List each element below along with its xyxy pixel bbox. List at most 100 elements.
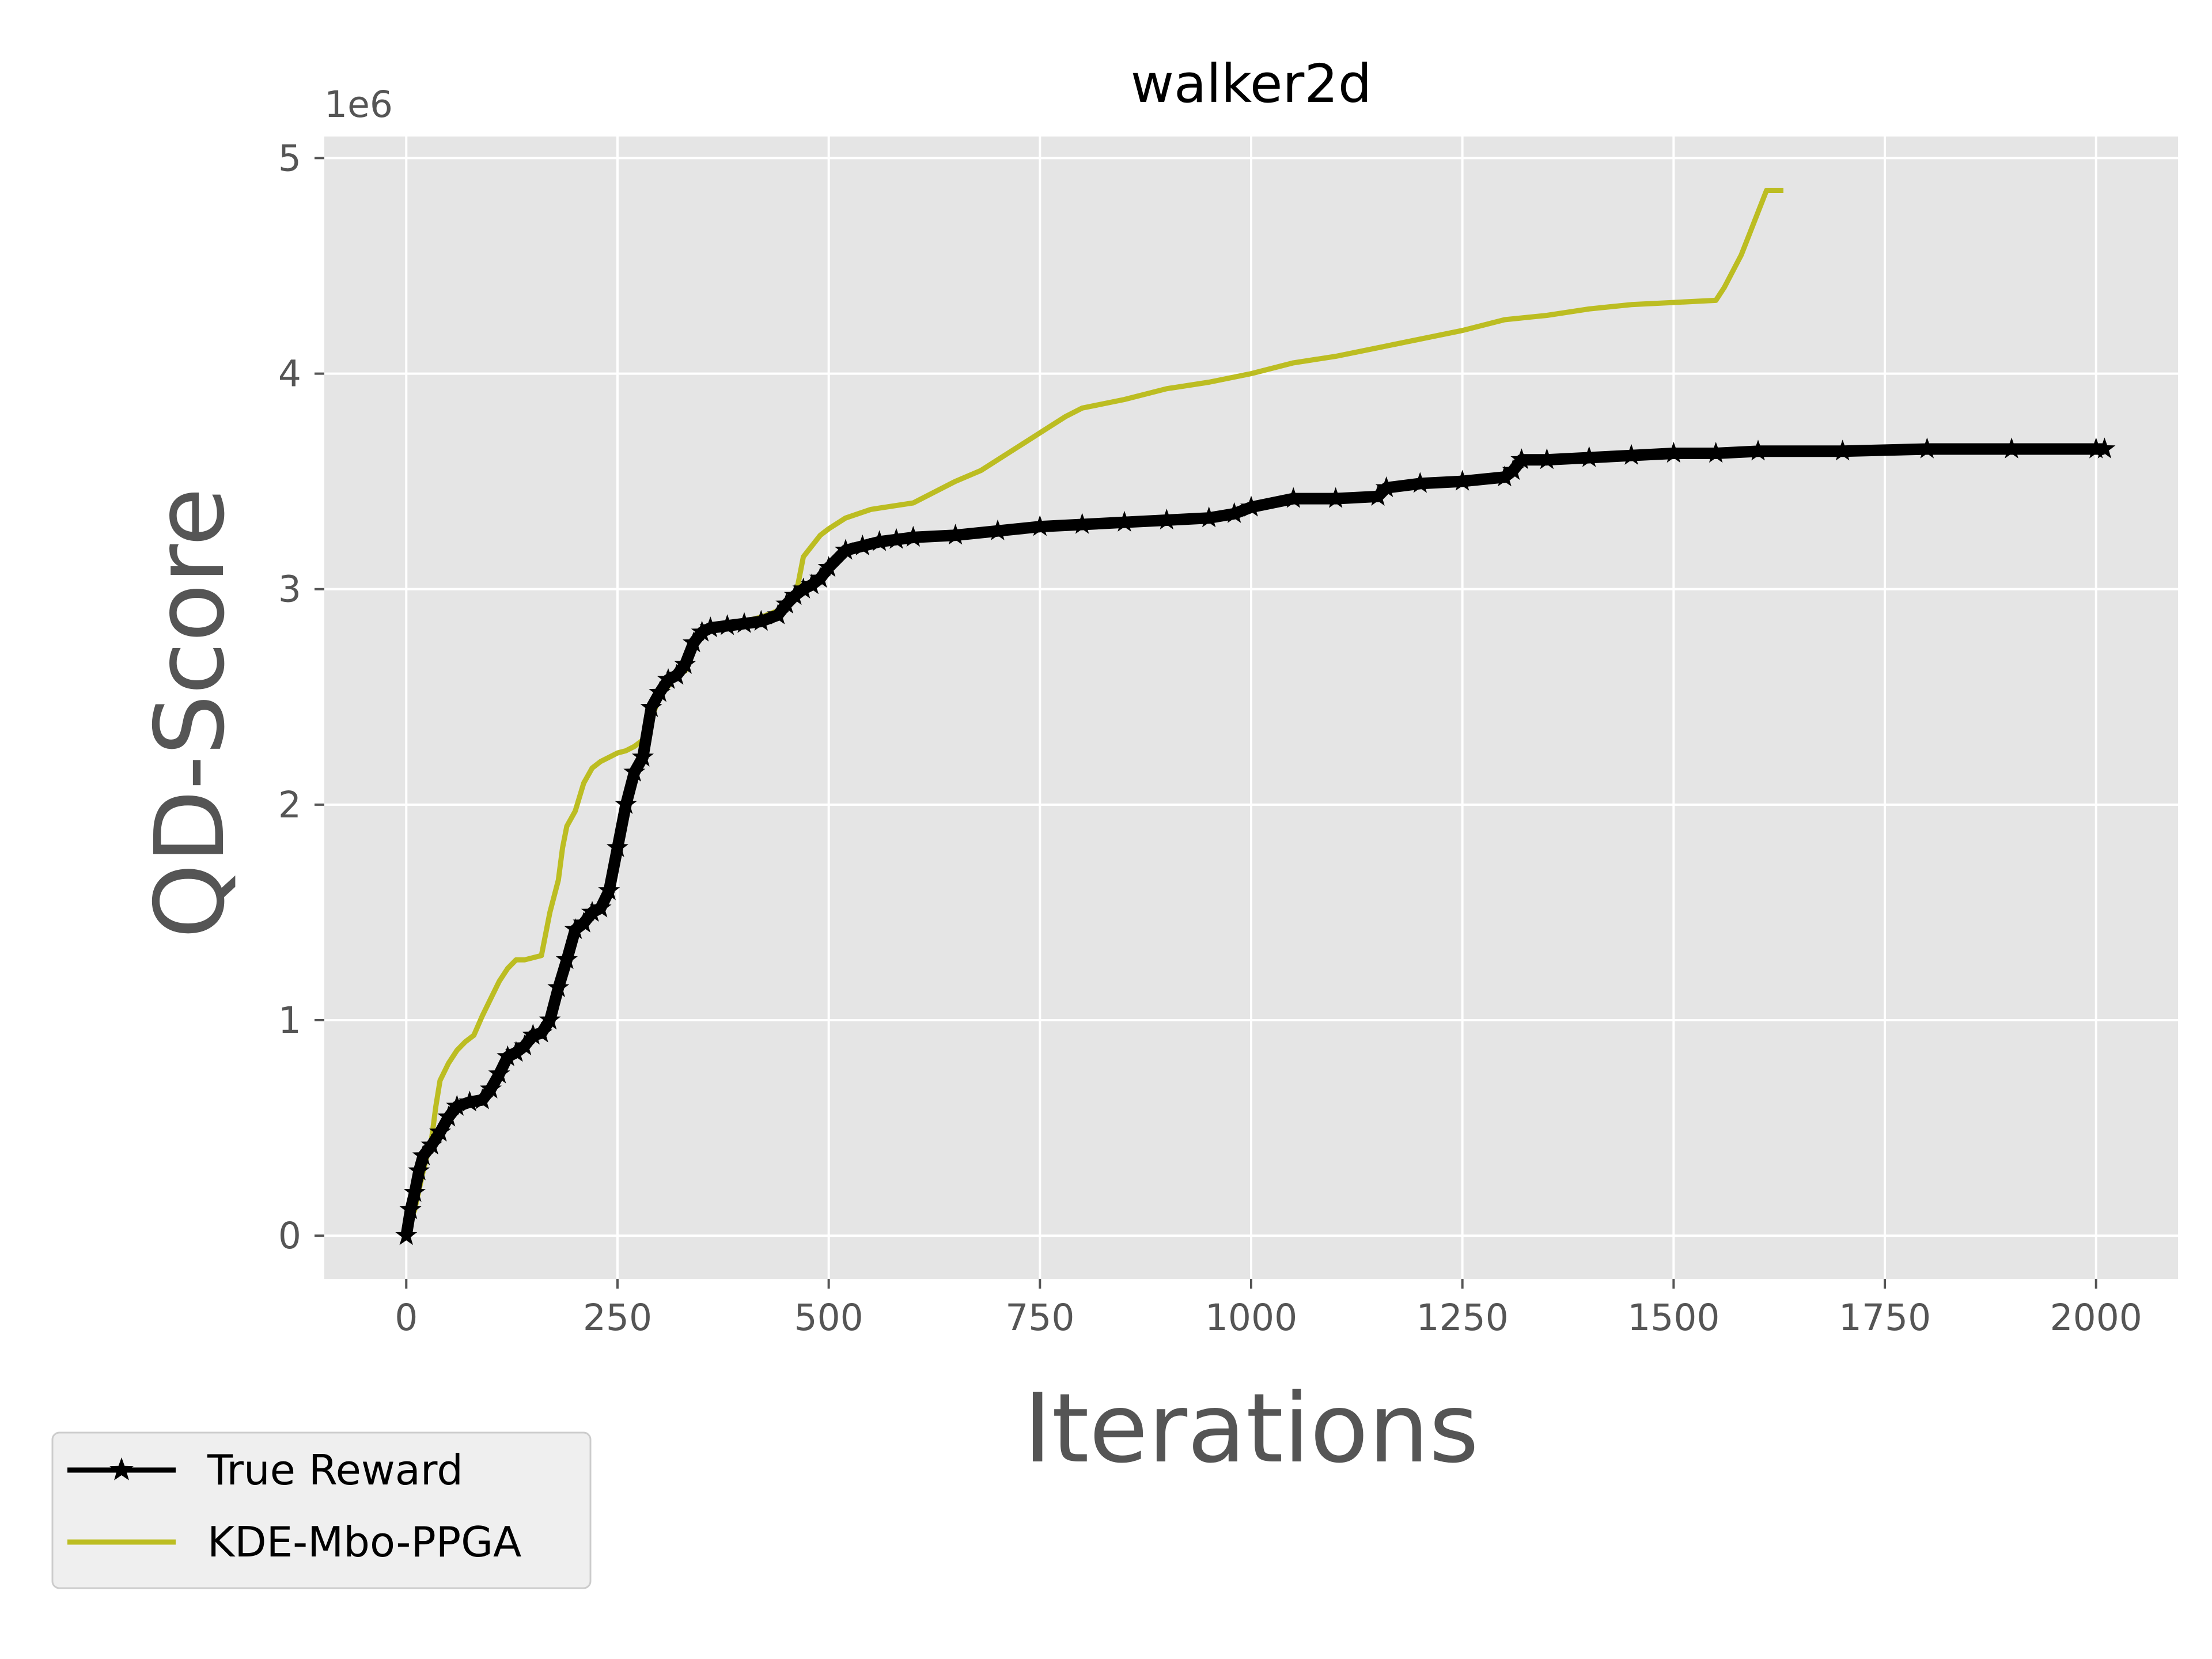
data-point bbox=[446, 1094, 468, 1116]
x-tick-label: 0 bbox=[395, 1297, 418, 1339]
data-point bbox=[615, 793, 637, 814]
x-tick-label: 1000 bbox=[1205, 1297, 1297, 1339]
x-tick-label: 2000 bbox=[2050, 1297, 2142, 1339]
data-point bbox=[699, 616, 722, 638]
data-point bbox=[1409, 472, 1431, 493]
x-tick-label: 1250 bbox=[1416, 1297, 1509, 1339]
data-point bbox=[522, 1024, 544, 1045]
x-tick-label: 750 bbox=[1005, 1297, 1074, 1339]
data-point bbox=[987, 519, 1009, 540]
data-point bbox=[1367, 484, 1389, 506]
x-tick-label: 250 bbox=[583, 1297, 652, 1339]
data-point bbox=[573, 911, 595, 933]
data-point bbox=[1223, 502, 1245, 523]
data-point bbox=[1324, 487, 1347, 508]
data-point bbox=[555, 948, 578, 969]
data-point bbox=[665, 664, 688, 685]
data-point bbox=[1071, 513, 1093, 534]
data-point bbox=[885, 528, 907, 549]
data-point bbox=[1662, 442, 1685, 463]
data-point bbox=[2093, 437, 2116, 459]
data-point bbox=[902, 525, 925, 547]
x-tick-label: 1750 bbox=[1839, 1297, 1931, 1339]
legend-frame bbox=[51, 1431, 592, 1589]
data-point bbox=[640, 696, 662, 717]
data-point bbox=[1198, 506, 1220, 528]
data-point bbox=[851, 534, 874, 556]
data-point bbox=[1831, 440, 1854, 461]
data-point bbox=[547, 976, 570, 998]
legend-marker-star bbox=[109, 1457, 134, 1480]
data-point bbox=[1620, 444, 1642, 465]
x-tick-label: 500 bbox=[794, 1297, 863, 1339]
data-point bbox=[783, 584, 806, 605]
data-point bbox=[682, 631, 704, 653]
data-point bbox=[2001, 437, 2023, 459]
data-point bbox=[750, 609, 772, 631]
data-point bbox=[539, 1009, 561, 1030]
data-point bbox=[412, 1144, 434, 1165]
data-point bbox=[1705, 442, 1727, 463]
data-point bbox=[691, 620, 713, 642]
data-point bbox=[2085, 437, 2107, 459]
series-layer bbox=[395, 188, 2116, 1245]
data-point bbox=[564, 918, 586, 940]
data-point bbox=[1451, 469, 1474, 491]
y-tick-label: 4 bbox=[278, 353, 301, 395]
data-point bbox=[1282, 487, 1305, 508]
data-point bbox=[403, 1181, 426, 1202]
data-point bbox=[479, 1077, 502, 1099]
y-tick-label: 5 bbox=[278, 137, 301, 179]
data-point bbox=[868, 530, 891, 551]
data-point bbox=[1747, 440, 1770, 461]
data-point bbox=[1029, 515, 1051, 536]
data-point bbox=[395, 1224, 418, 1245]
data-point bbox=[623, 760, 646, 782]
y-axis-label: QD-Score bbox=[135, 487, 246, 938]
data-point bbox=[1510, 448, 1533, 469]
data-point bbox=[429, 1120, 451, 1142]
data-point bbox=[1156, 509, 1178, 530]
data-point bbox=[1578, 446, 1600, 467]
legend: True Reward KDE-Mbo-PPGA bbox=[51, 1431, 592, 1589]
data-point bbox=[733, 612, 755, 633]
data-point bbox=[1113, 510, 1135, 532]
data-point bbox=[530, 1021, 552, 1043]
data-point bbox=[408, 1159, 430, 1181]
data-point bbox=[1502, 459, 1524, 480]
legend-label-kde-mbo-ppga: KDE-Mbo-PPGA bbox=[207, 1518, 521, 1566]
data-point bbox=[649, 681, 671, 702]
data-point bbox=[1536, 448, 1558, 469]
data-point bbox=[792, 577, 815, 599]
data-point bbox=[657, 668, 679, 689]
data-point bbox=[471, 1088, 494, 1109]
data-point bbox=[944, 524, 967, 545]
y-offset-label: 1e6 bbox=[324, 84, 393, 126]
data-point bbox=[589, 896, 612, 918]
chart-title: walker2d bbox=[1131, 53, 1372, 115]
data-point bbox=[767, 603, 789, 624]
data-point bbox=[809, 567, 831, 588]
data-point bbox=[598, 879, 620, 900]
data-point bbox=[834, 539, 857, 560]
data-point bbox=[488, 1062, 510, 1084]
data-point bbox=[716, 614, 738, 635]
data-point bbox=[775, 592, 798, 614]
y-tick-label: 1 bbox=[278, 999, 301, 1041]
data-point bbox=[505, 1041, 527, 1062]
series-true-reward bbox=[395, 437, 2116, 1245]
y-tick-label: 0 bbox=[278, 1215, 301, 1257]
data-point bbox=[513, 1034, 536, 1056]
data-point bbox=[1494, 465, 1516, 487]
data-point bbox=[631, 745, 654, 767]
data-point bbox=[581, 900, 603, 922]
x-axis: 0 250 500 750 1000 1250 1500 1750 2000 bbox=[395, 1279, 2142, 1339]
y-axis: 0 1 2 3 4 5 bbox=[278, 137, 324, 1257]
data-point bbox=[674, 653, 696, 674]
data-point bbox=[801, 573, 823, 594]
x-axis-label: Iterations bbox=[1024, 1373, 1479, 1484]
data-point bbox=[437, 1105, 460, 1127]
data-point bbox=[399, 1198, 422, 1219]
data-point bbox=[606, 836, 628, 857]
